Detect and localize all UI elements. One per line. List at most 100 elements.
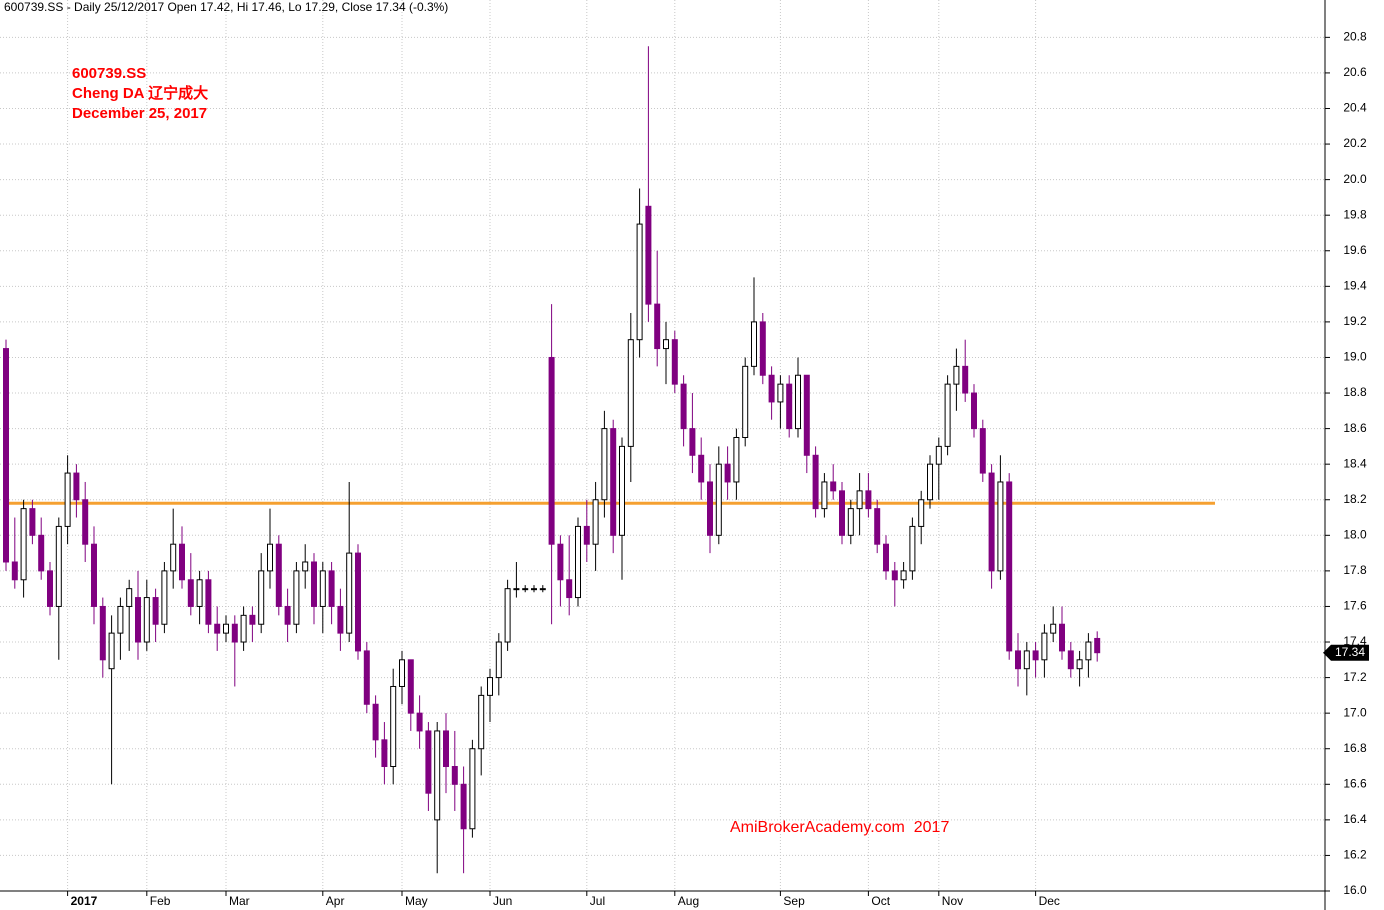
y-tick-label: 20.8 (1343, 30, 1367, 44)
candle-body (733, 436, 740, 483)
candle-body (1094, 637, 1101, 654)
candle-body (768, 374, 775, 403)
candle-body (399, 659, 405, 687)
candle-body (451, 766, 458, 785)
candle-body (1032, 650, 1039, 661)
candle-body (927, 463, 933, 501)
candle-body (495, 641, 502, 679)
candle-body (1059, 623, 1065, 652)
candle-body (786, 383, 793, 430)
y-tick-label: 16.0 (1343, 883, 1367, 897)
candle-body (337, 605, 344, 634)
candle-body (416, 712, 423, 732)
candle-body (187, 579, 194, 607)
candle-body (214, 623, 221, 634)
x-tick-label: Nov (942, 894, 963, 908)
candle-body (223, 623, 229, 634)
candle-body (566, 579, 573, 599)
candle-body (407, 659, 414, 714)
candle-body (355, 552, 361, 652)
candle-body (742, 365, 749, 438)
x-tick-label: Sep (783, 894, 805, 908)
x-tick-label: Oct (871, 894, 890, 908)
candle-body (1023, 650, 1030, 670)
x-tick-label: Jun (493, 894, 512, 908)
candle-body (979, 428, 986, 474)
candle-body (883, 543, 889, 572)
candle-body (179, 543, 185, 581)
candle-body (1076, 659, 1083, 670)
y-tick-label: 20.6 (1343, 65, 1367, 79)
candle-body (689, 428, 696, 456)
y-tick-label: 17.0 (1343, 705, 1367, 719)
candle-body (918, 499, 925, 527)
candle-body (847, 508, 854, 536)
chart-header: 600739.SS - Daily 25/12/2017 Open 17.42,… (4, 0, 448, 14)
candle-body (170, 543, 177, 572)
candle-body (504, 588, 511, 643)
y-tick-label: 17.8 (1343, 563, 1367, 577)
candle-body (1085, 641, 1092, 661)
candle-body (11, 561, 18, 581)
candle-body (909, 525, 916, 572)
candle-body (715, 463, 722, 536)
candle-body (20, 508, 27, 581)
candle-body (47, 570, 53, 607)
candle-body (126, 588, 133, 607)
candle-body (953, 365, 960, 385)
y-tick-label: 19.4 (1343, 279, 1367, 293)
candle-body (143, 597, 150, 643)
x-tick-label: Apr (326, 894, 345, 908)
candle-body (487, 677, 493, 696)
candle-body (997, 481, 1004, 572)
candle-body (900, 570, 907, 581)
candle-body (425, 730, 432, 794)
candle-body (610, 428, 617, 536)
candle-body (988, 472, 995, 572)
candle-body (680, 383, 687, 430)
candle-body (663, 339, 669, 350)
candle-body (575, 525, 581, 599)
candle-body (830, 481, 837, 492)
candle-body (3, 348, 9, 563)
candle-body (460, 783, 467, 830)
candle-body (707, 481, 713, 536)
candle-body (751, 321, 757, 367)
candle-body (29, 508, 36, 536)
x-tick-label: Mar (229, 894, 250, 908)
candle-body (865, 490, 872, 510)
candle-body (698, 454, 705, 483)
last-price-label: 17.34 (1335, 645, 1365, 659)
y-tick-label: 19.0 (1343, 350, 1367, 364)
x-tick-label: Aug (678, 894, 699, 908)
y-tick-label: 19.8 (1343, 207, 1367, 221)
y-tick-label: 17.2 (1343, 670, 1367, 684)
candle-body (267, 543, 273, 572)
candle-body (82, 499, 89, 545)
candle-body (1050, 623, 1057, 634)
annotation: Cheng DA 辽宁成大 (72, 84, 208, 102)
candle-body (874, 508, 881, 545)
candle-body (671, 339, 678, 385)
candle-body (944, 383, 951, 447)
candle-body (478, 694, 485, 750)
x-tick-label: Dec (1039, 894, 1060, 908)
candle-body (319, 570, 326, 607)
candle-body (161, 570, 168, 625)
y-tick-label: 18.8 (1343, 385, 1367, 399)
x-tick-label: 2017 (71, 894, 98, 908)
candle-body (55, 525, 62, 607)
candle-body (152, 597, 159, 625)
candle-body (1015, 650, 1021, 670)
y-tick-label: 16.4 (1343, 812, 1367, 826)
candle-body (284, 605, 291, 625)
candle-body (346, 552, 353, 634)
candle-body (99, 605, 106, 661)
candle-body (372, 703, 379, 741)
y-tick-label: 19.2 (1343, 314, 1367, 328)
candle-body (513, 588, 520, 591)
candle-body (971, 392, 977, 430)
candle-body (117, 605, 124, 634)
